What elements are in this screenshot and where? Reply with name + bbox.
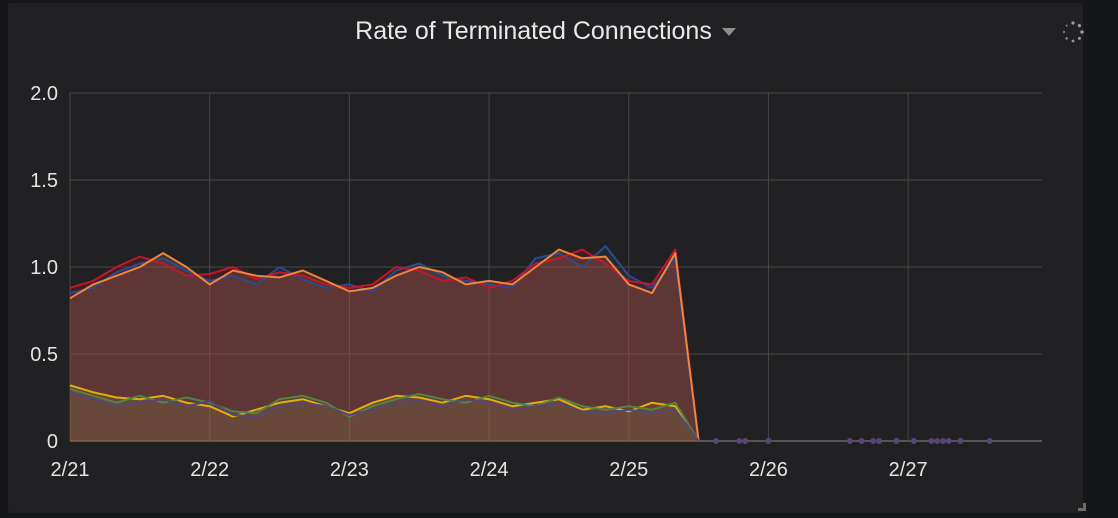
graph-panel: Rate of Terminated Connections <box>8 3 1086 513</box>
data-point <box>957 438 964 444</box>
data-point <box>945 438 952 444</box>
x-tick-label: 2/21 <box>51 459 90 481</box>
x-tick-label: 2/24 <box>470 459 509 481</box>
y-tick-label: 0.5 <box>30 344 58 366</box>
series-fill-low-3 <box>70 392 699 441</box>
data-point <box>986 438 993 444</box>
loading-spinner-icon <box>1063 21 1084 43</box>
data-point <box>846 438 853 444</box>
x-tick-label: 2/26 <box>749 459 788 481</box>
data-point <box>928 438 935 444</box>
y-tick-label: 2.0 <box>30 83 58 105</box>
data-point <box>870 438 877 444</box>
panel-title[interactable]: Rate of Terminated Connections <box>8 17 1083 46</box>
data-point <box>742 438 749 444</box>
series-fill-high-1 <box>70 246 699 441</box>
resize-handle[interactable] <box>1078 503 1086 511</box>
data-point <box>934 438 941 444</box>
y-tick-label: 1.5 <box>30 170 58 192</box>
series-fill-high-3 <box>70 249 699 441</box>
series-line-high-3 <box>69 248 700 442</box>
panel-title-text: Rate of Terminated Connections <box>355 17 712 45</box>
x-tick-label: 2/22 <box>190 459 229 481</box>
x-tick-label: 2/27 <box>889 459 928 481</box>
series-line-low-2 <box>69 387 700 442</box>
series-fill-high-2 <box>70 249 699 441</box>
data-point <box>893 438 900 444</box>
x-tick-label: 2/23 <box>330 459 369 481</box>
data-point <box>858 438 865 444</box>
chevron-down-icon[interactable] <box>721 28 736 37</box>
data-point <box>910 438 917 444</box>
data-point <box>765 438 772 444</box>
data-point <box>876 438 883 444</box>
x-tick-label: 2/25 <box>609 459 648 481</box>
series-line-low-3 <box>69 391 700 442</box>
data-point <box>940 438 947 444</box>
series-fill-low-2 <box>70 388 699 441</box>
y-tick-label: 1.0 <box>30 257 58 279</box>
y-tick-label: 0 <box>47 431 58 453</box>
data-point <box>736 438 743 444</box>
series-fill-low-1 <box>70 385 699 441</box>
data-point <box>713 438 720 444</box>
